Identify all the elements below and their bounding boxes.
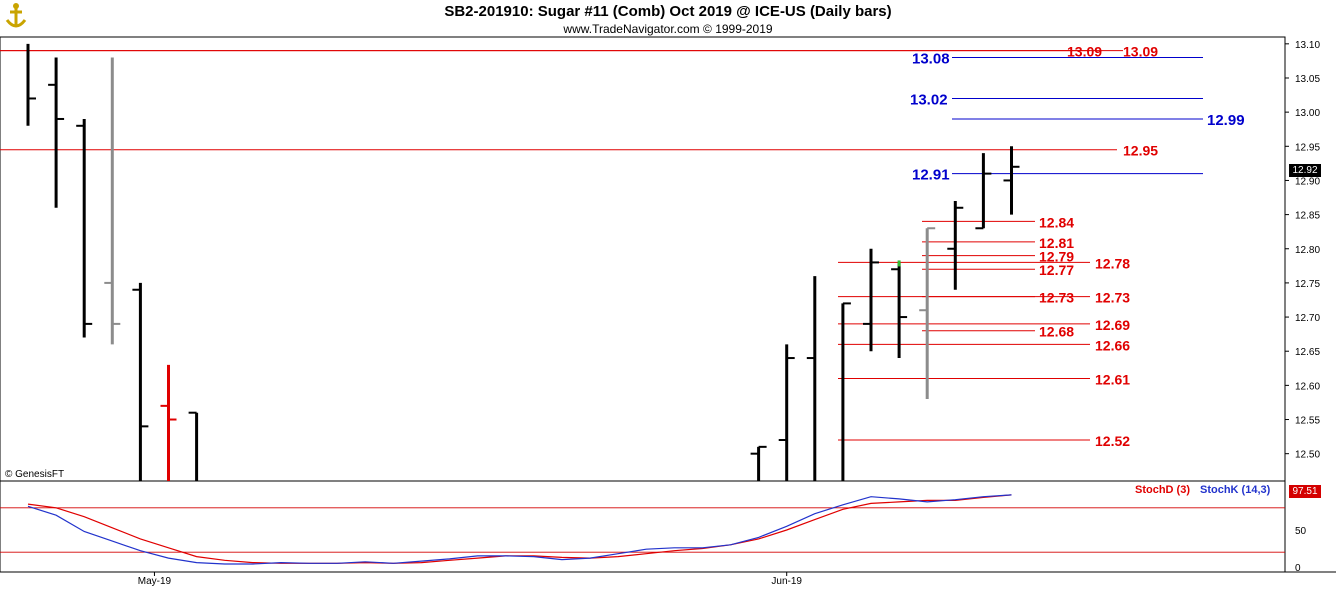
y-tick-label: 13.00 <box>1295 108 1320 119</box>
stochK-legend-label: StochK (14,3) <box>1200 484 1271 496</box>
price-bars <box>26 43 1020 481</box>
projection-level-label: 12.99 <box>1207 112 1245 129</box>
projection-level-label: 13.02 <box>910 91 948 108</box>
y-tick-label: 12.70 <box>1295 313 1320 324</box>
last-price-badge: 12.92 <box>1289 164 1321 177</box>
y-tick-label: 12.60 <box>1295 381 1320 392</box>
y-tick-label: 12.80 <box>1295 245 1320 256</box>
support-level-label: 12.81 <box>1039 235 1074 251</box>
y-tick-label: 13.05 <box>1295 74 1320 85</box>
projection-level-label: 12.91 <box>912 167 950 184</box>
y-tick-label: 12.50 <box>1295 450 1320 461</box>
support-level-label: 13.09 <box>1123 44 1158 60</box>
support-level-label: 12.95 <box>1123 143 1158 159</box>
support-level-label: 13.09 <box>1067 44 1102 60</box>
price-panel-frame <box>0 36 1286 482</box>
support-level-label: 12.52 <box>1095 433 1130 449</box>
y-tick-label: 12.95 <box>1295 142 1320 153</box>
copyright-label: © GenesisFT <box>5 469 65 480</box>
y-tick-label: 12.90 <box>1295 176 1320 187</box>
support-level-label: 12.73 <box>1039 290 1074 306</box>
y-tick-label: 12.55 <box>1295 416 1320 427</box>
x-tick-label: Jun-19 <box>771 576 802 587</box>
stoch-value-badge: 97.51 <box>1289 485 1321 498</box>
stoch-tick-label: 50 <box>1295 526 1307 537</box>
support-level-label: 12.79 <box>1039 249 1074 265</box>
chart-subtitle: www.TradeNavigator.com © 1999-2019 <box>563 22 773 36</box>
stoch-tick-label: 0 <box>1295 563 1301 574</box>
support-level-label: 12.77 <box>1039 262 1074 278</box>
support-level-label: 12.61 <box>1095 372 1130 388</box>
chart-title: SB2-201910: Sugar #11 (Comb) Oct 2019 @ … <box>444 3 892 20</box>
stoch-series-line <box>27 494 1012 565</box>
y-tick-label: 12.75 <box>1295 279 1320 290</box>
y-tick-label: 12.85 <box>1295 211 1320 222</box>
support-level-label: 12.68 <box>1039 324 1074 340</box>
support-level-label: 12.73 <box>1095 290 1130 306</box>
projection-level-label: 13.08 <box>912 50 950 67</box>
stoch-panel-frame <box>0 480 1286 573</box>
stoch-series-line <box>27 494 1012 564</box>
y-tick-label: 12.65 <box>1295 347 1320 358</box>
anchor-logo-icon <box>5 3 27 28</box>
support-level-label: 12.69 <box>1095 317 1130 333</box>
x-tick-label: May-19 <box>138 576 172 587</box>
support-level-label: 12.78 <box>1095 255 1130 271</box>
support-level-label: 12.66 <box>1095 337 1130 353</box>
support-level-label: 12.84 <box>1039 214 1074 230</box>
y-tick-label: 13.10 <box>1295 40 1320 51</box>
stochD-legend-label: StochD (3) <box>1135 484 1190 496</box>
